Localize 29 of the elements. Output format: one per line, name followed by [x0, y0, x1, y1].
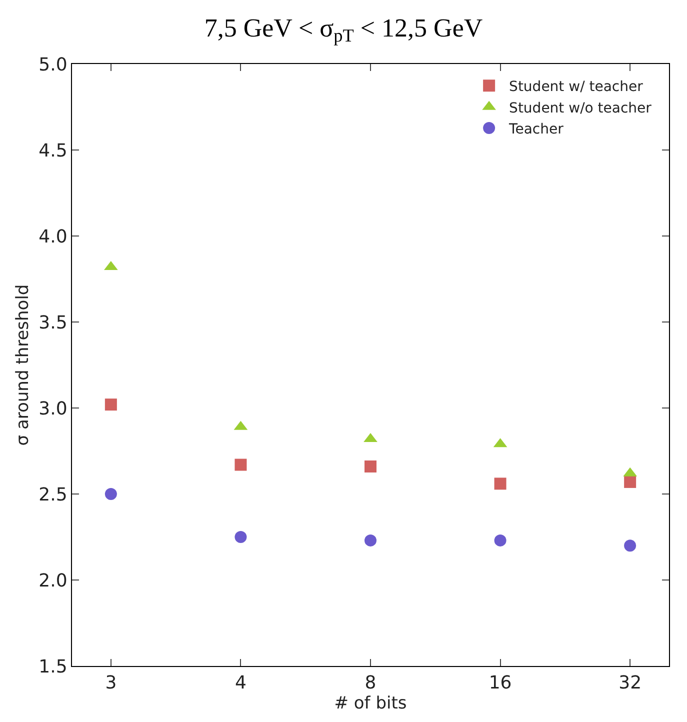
y-tick-label: 1.5	[38, 656, 68, 678]
x-tick-label: 32	[618, 672, 642, 694]
point	[624, 476, 636, 488]
y-axis-title: σ around threshold	[12, 284, 33, 446]
point	[104, 398, 117, 411]
y-tick-label: 2.5	[38, 484, 68, 506]
y-tick-label: 3.5	[38, 312, 68, 334]
y-tick-label: 3.0	[38, 398, 68, 420]
legend-label: Student w/ teacher	[509, 79, 644, 96]
chart-title: 7,5 GeV < σ$_{pT}$ < 12,5 GeV	[204, 13, 483, 46]
point	[104, 488, 117, 500]
x-tick-label: 16	[488, 672, 512, 694]
legend-label: Student w/o teacher	[509, 100, 652, 116]
legend-label: Teacher	[508, 121, 564, 138]
point	[234, 531, 247, 543]
x-tick-label: 3	[105, 672, 117, 694]
y-tick-label: 2.0	[38, 570, 68, 592]
y-tick-label: 4.0	[38, 226, 68, 248]
point	[234, 458, 247, 471]
point	[624, 540, 636, 552]
x-tick-label: 8	[364, 672, 376, 694]
x-tick-label: 4	[234, 672, 246, 694]
point	[364, 460, 376, 472]
y-tick-label: 4.5	[38, 140, 68, 162]
point	[494, 478, 506, 490]
point	[364, 534, 376, 546]
y-tick-label: 5.0	[38, 54, 68, 76]
point	[494, 534, 506, 546]
x-axis-title: # of bits	[334, 694, 407, 714]
